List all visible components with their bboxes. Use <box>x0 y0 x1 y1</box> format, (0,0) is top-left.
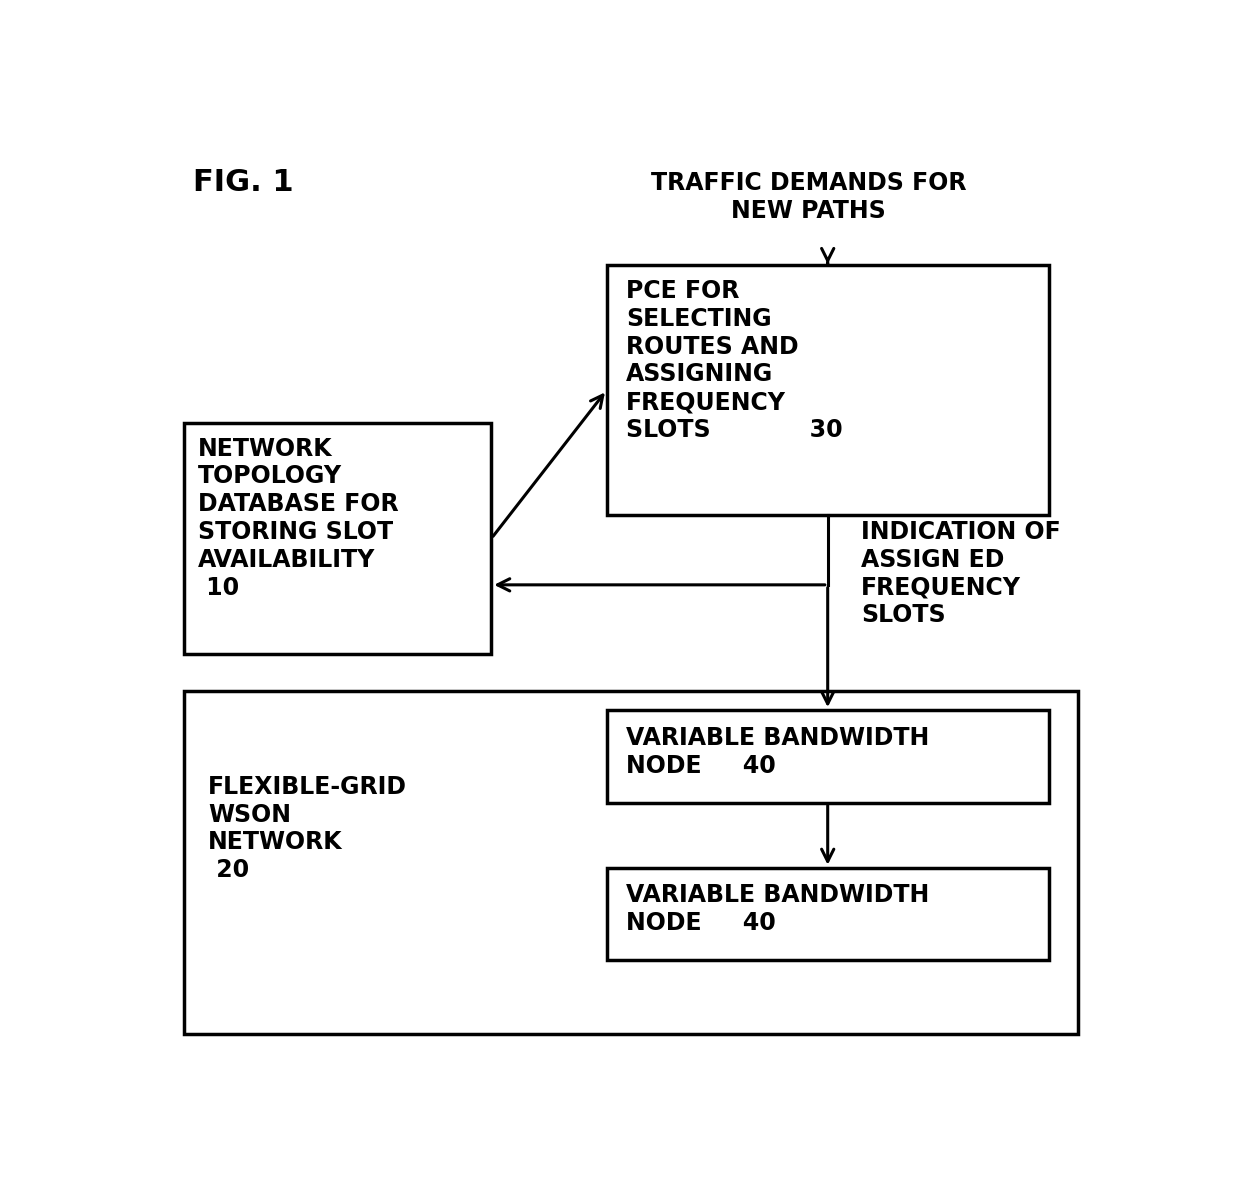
Text: VARIABLE BANDWIDTH
NODE     40: VARIABLE BANDWIDTH NODE 40 <box>626 884 929 936</box>
Text: FLEXIBLE-GRID
WSON
NETWORK
 20: FLEXIBLE-GRID WSON NETWORK 20 <box>208 775 407 883</box>
Bar <box>606 868 1049 961</box>
Text: VARIABLE BANDWIDTH
NODE     40: VARIABLE BANDWIDTH NODE 40 <box>626 726 929 778</box>
Bar <box>606 710 1049 803</box>
Text: NETWORK
TOPOLOGY
DATABASE FOR
STORING SLOT
AVAILABILITY
 10: NETWORK TOPOLOGY DATABASE FOR STORING SL… <box>198 437 399 600</box>
Bar <box>606 265 1049 515</box>
Text: PCE FOR
SELECTING
ROUTES AND
ASSIGNING
FREQUENCY
SLOTS            30: PCE FOR SELECTING ROUTES AND ASSIGNING F… <box>626 279 842 442</box>
Text: FIG. 1: FIG. 1 <box>193 167 294 196</box>
Text: INDICATION OF
ASSIGN ED
FREQUENCY
SLOTS: INDICATION OF ASSIGN ED FREQUENCY SLOTS <box>862 520 1061 627</box>
Bar <box>184 691 1078 1034</box>
Bar <box>184 423 491 655</box>
Text: TRAFFIC DEMANDS FOR
NEW PATHS: TRAFFIC DEMANDS FOR NEW PATHS <box>651 171 966 223</box>
